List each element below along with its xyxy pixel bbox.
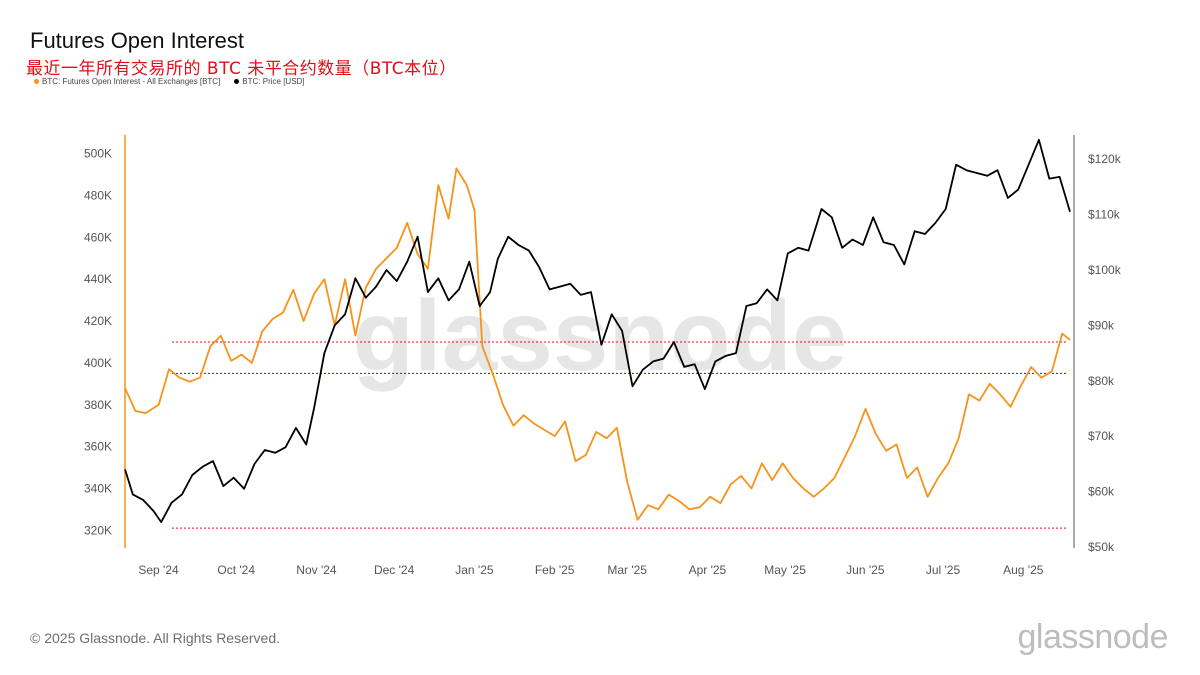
legend-label-price: BTC: Price [USD] xyxy=(242,77,305,86)
x-tick-label: Jan '25 xyxy=(455,563,494,577)
copyright-text: © 2025 Glassnode. All Rights Reserved. xyxy=(30,630,281,646)
y-left-axis: 320K 340K 360K 380K 400K 420K 440K 460K 480K 500K xyxy=(84,147,112,538)
x-tick-label: Oct '24 xyxy=(217,563,255,577)
legend-item-open-interest[interactable]: BTC: Futures Open Interest - All Exchang… xyxy=(34,77,220,86)
y-left-tick-label: 420K xyxy=(84,314,112,328)
legend-label-open-interest: BTC: Futures Open Interest - All Exchang… xyxy=(42,77,221,86)
price-line xyxy=(124,138,1071,523)
y-left-tick-label: 360K xyxy=(84,440,112,454)
y-left-tick-label: 380K xyxy=(84,398,112,412)
x-tick-label: Jun '25 xyxy=(846,563,885,577)
brand-logo-text: glassnode xyxy=(1017,618,1168,656)
legend-item-price[interactable]: BTC: Price [USD] xyxy=(234,77,305,86)
y-left-tick-label: 500K xyxy=(84,147,112,161)
legend-dot-open-interest xyxy=(34,79,39,84)
chart-subtitle: 最近一年所有交易所的 BTC 未平合约数量（BTC本位） xyxy=(26,59,457,79)
y-right-tick-label: $110k xyxy=(1088,208,1121,222)
chart-title: Futures Open Interest xyxy=(30,28,244,53)
series-layer xyxy=(124,138,1071,523)
y-left-tick-label: 480K xyxy=(84,189,112,203)
x-tick-label: May '25 xyxy=(764,563,806,577)
x-tick-label: Mar '25 xyxy=(607,563,647,577)
y-left-tick-label: 400K xyxy=(84,356,112,370)
y-left-tick-label: 460K xyxy=(84,230,112,244)
x-axis: Sep '24 Oct '24 Nov '24 Dec '24 Jan '25 Feb '… xyxy=(138,563,1043,577)
legend: BTC: Futures Open Interest - All Exchang… xyxy=(34,77,305,86)
x-tick-label: Feb '25 xyxy=(535,563,575,577)
x-tick-label: Sep '24 xyxy=(138,563,179,577)
y-right-axis: $50k $60k $70k $80k $90k $100k $110k $120k xyxy=(1088,152,1122,554)
y-right-tick-label: $70k xyxy=(1088,429,1115,443)
y-right-tick-label: $100k xyxy=(1088,263,1122,277)
y-left-tick-label: 320K xyxy=(84,523,112,537)
x-tick-label: Dec '24 xyxy=(374,563,415,577)
x-tick-label: Aug '25 xyxy=(1003,563,1044,577)
y-left-tick-label: 340K xyxy=(84,481,112,495)
y-right-tick-label: $50k xyxy=(1088,540,1115,554)
y-right-tick-label: $60k xyxy=(1088,485,1115,499)
open-interest-line xyxy=(124,167,1071,521)
y-right-tick-label: $120k xyxy=(1088,152,1122,166)
y-right-tick-label: $90k xyxy=(1088,318,1115,332)
legend-dot-price xyxy=(234,79,240,84)
y-right-tick-label: $80k xyxy=(1088,374,1115,388)
x-tick-label: Apr '25 xyxy=(689,563,727,577)
y-left-tick-label: 440K xyxy=(84,272,112,286)
x-tick-label: Nov '24 xyxy=(296,563,337,577)
x-tick-label: Jul '25 xyxy=(926,563,961,577)
